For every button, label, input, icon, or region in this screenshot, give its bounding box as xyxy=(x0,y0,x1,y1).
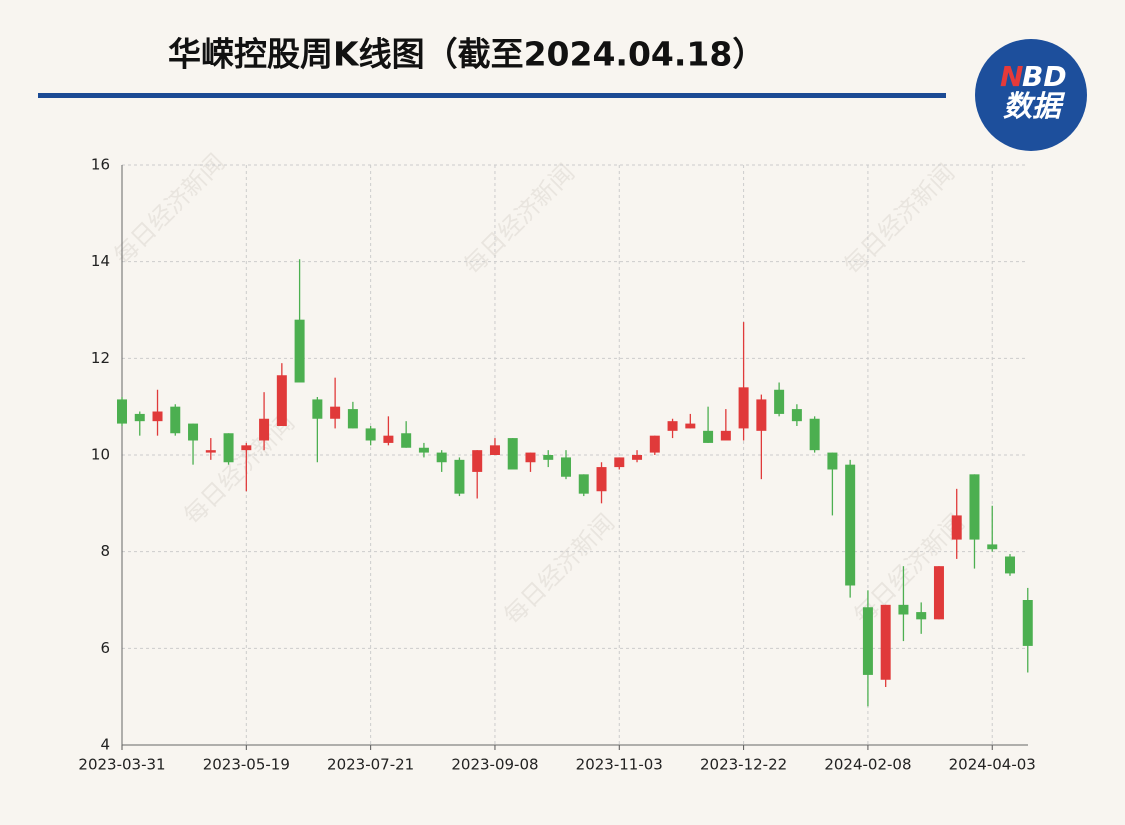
candle-body xyxy=(383,435,394,443)
candle-body xyxy=(756,399,767,431)
candle-body xyxy=(632,455,643,460)
candle-body xyxy=(454,459,465,494)
candle-body xyxy=(294,319,305,383)
candle-body xyxy=(241,445,252,451)
candle-body xyxy=(1022,600,1033,646)
candle-body xyxy=(649,435,660,453)
x-tick-label: 2023-07-21 xyxy=(327,756,414,774)
candle-body xyxy=(347,409,358,429)
candle-body xyxy=(703,430,714,443)
y-tick-label: 4 xyxy=(100,736,110,754)
logo-bd: BD xyxy=(1022,60,1067,93)
candle-body xyxy=(685,423,696,429)
candle-body xyxy=(738,387,749,429)
candle-body xyxy=(170,406,181,434)
y-tick-label: 10 xyxy=(91,446,110,464)
logo xyxy=(975,39,1087,151)
candle-body xyxy=(916,612,927,620)
candle-body xyxy=(205,450,216,453)
candle-body xyxy=(223,433,234,463)
candle-body xyxy=(987,544,998,550)
candle-body xyxy=(418,447,429,453)
x-tick-label: 2024-04-03 xyxy=(949,756,1036,774)
chart-title: 华嵘控股周K线图（截至2024.04.18） xyxy=(168,35,765,74)
candle-body xyxy=(134,413,145,422)
candle-body xyxy=(809,418,820,451)
candle-body xyxy=(898,604,909,615)
y-tick-label: 12 xyxy=(91,349,110,367)
candle-body xyxy=(489,445,500,455)
logo-sub: 数据 xyxy=(1003,89,1066,123)
candle-body xyxy=(188,423,199,441)
candle-body xyxy=(791,409,802,422)
candle-body xyxy=(862,607,873,675)
candle-body xyxy=(401,433,412,448)
x-tick-label: 2023-05-19 xyxy=(203,756,290,774)
candle-body xyxy=(827,452,838,470)
candle-body xyxy=(969,474,980,540)
title-rule xyxy=(38,93,946,98)
candle-body xyxy=(1005,556,1015,574)
candle-body xyxy=(525,452,536,463)
candle-body xyxy=(578,474,589,494)
candle-body xyxy=(667,421,678,431)
candle-body xyxy=(276,375,287,426)
y-tick-label: 16 xyxy=(91,156,110,174)
logo-n: N xyxy=(1000,60,1023,93)
candle-body xyxy=(596,467,607,492)
y-tick-label: 8 xyxy=(100,542,110,560)
candle-body xyxy=(152,411,163,422)
x-tick-label: 2024-02-08 xyxy=(824,756,911,774)
candle-body xyxy=(845,464,856,586)
candle-body xyxy=(774,389,785,414)
candle-body xyxy=(259,418,270,441)
candle-body xyxy=(933,566,944,620)
x-tick-label: 2023-09-08 xyxy=(451,756,538,774)
x-tick-label: 2023-11-03 xyxy=(576,756,663,774)
candle-body xyxy=(543,455,554,460)
candle-body xyxy=(330,406,341,419)
candle-body xyxy=(472,450,483,472)
candle-body xyxy=(614,457,625,468)
candle-body xyxy=(436,452,447,463)
candle-body xyxy=(507,438,518,470)
candle-body xyxy=(365,428,376,441)
candle-body xyxy=(561,457,571,477)
x-tick-label: 2023-03-31 xyxy=(78,756,165,774)
candle-body xyxy=(720,430,731,441)
x-tick-label: 2023-12-22 xyxy=(700,756,787,774)
candle-body xyxy=(117,399,127,424)
candle-body xyxy=(951,515,962,540)
y-tick-label: 14 xyxy=(91,252,110,270)
candle-body xyxy=(312,399,323,419)
candle-body xyxy=(880,604,891,680)
y-tick-label: 6 xyxy=(100,639,110,657)
